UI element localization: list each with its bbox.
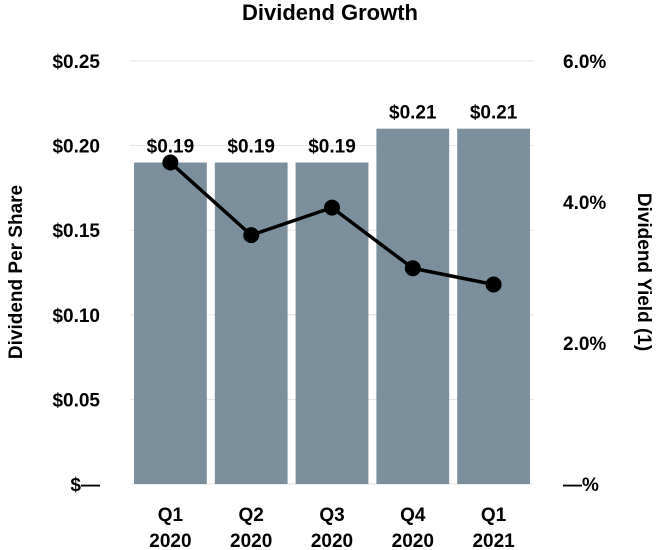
bar-value-label: $0.19 xyxy=(308,137,356,158)
category-year-label: 2020 xyxy=(392,531,434,550)
yield-point xyxy=(324,199,340,216)
bar xyxy=(376,128,450,484)
yield-line xyxy=(162,154,502,293)
bar-value-label: $0.19 xyxy=(147,137,195,158)
category-quarter-label: Q1 xyxy=(481,505,507,526)
bar xyxy=(134,162,207,484)
left-axis: $— $0.05 $0.10 $0.15 $0.20 $0.25 xyxy=(52,52,100,496)
data-labels: $0.19 $0.19 $0.19 $0.21 $0.21 xyxy=(147,103,518,158)
category-quarter-label: Q1 xyxy=(158,505,184,526)
bar xyxy=(457,128,530,484)
right-tick-label: 6.0% xyxy=(563,52,606,73)
left-tick-label: $0.25 xyxy=(52,52,100,73)
yield-point xyxy=(485,276,502,293)
category-axis: Q1 2020 Q2 2020 Q3 2020 Q4 2020 Q1 2021 xyxy=(149,505,515,550)
bar xyxy=(214,162,288,484)
right-tick-label: —% xyxy=(563,475,599,496)
category-year-label: 2021 xyxy=(472,531,515,550)
chart-title: Dividend Growth xyxy=(242,0,418,25)
left-tick-label: $— xyxy=(70,475,100,496)
category-quarter-label: Q3 xyxy=(319,505,344,526)
left-tick-label: $0.20 xyxy=(52,137,100,158)
yield-point xyxy=(404,260,421,277)
yield-point xyxy=(162,154,179,171)
category-quarter-label: Q4 xyxy=(400,505,426,526)
bars xyxy=(134,128,530,484)
bar-value-label: $0.21 xyxy=(389,103,437,124)
left-tick-label: $0.10 xyxy=(52,306,100,327)
left-axis-label: Dividend Per Share xyxy=(6,185,27,359)
category-quarter-label: Q2 xyxy=(239,505,264,526)
right-tick-label: 4.0% xyxy=(563,193,606,214)
yield-point xyxy=(243,227,260,244)
bar-value-label: $0.19 xyxy=(227,137,275,158)
right-axis: —% 2.0% 4.0% 6.0% xyxy=(563,52,606,496)
left-tick-label: $0.05 xyxy=(52,390,100,411)
left-tick-label: $0.15 xyxy=(52,221,100,242)
category-year-label: 2020 xyxy=(149,531,191,550)
bar-value-label: $0.21 xyxy=(470,103,518,124)
right-tick-label: 2.0% xyxy=(563,334,606,355)
category-year-label: 2020 xyxy=(230,531,272,550)
right-axis-label: Dividend Yield (1) xyxy=(633,193,654,351)
category-year-label: 2020 xyxy=(311,531,353,550)
